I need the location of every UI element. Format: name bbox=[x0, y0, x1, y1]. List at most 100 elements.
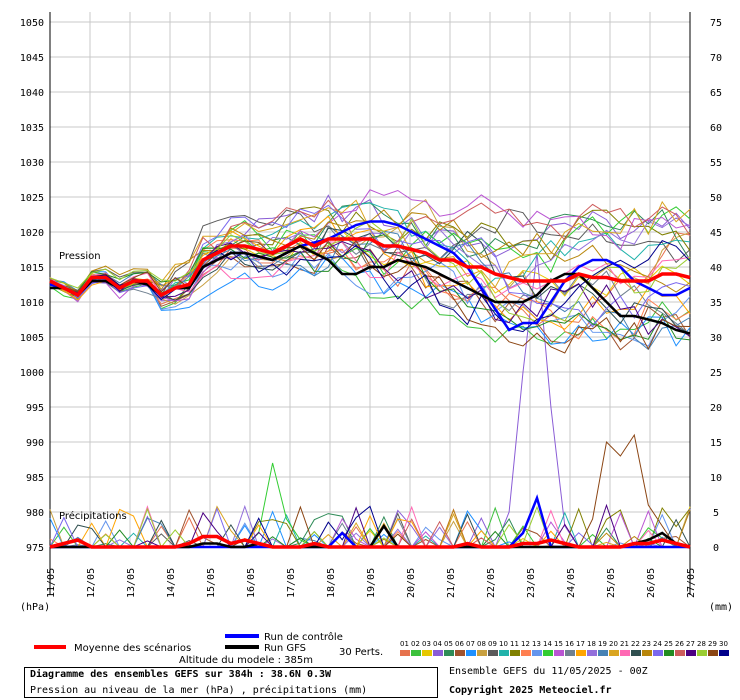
members-label: 30 Perts. bbox=[339, 647, 383, 658]
member-legend-swatch bbox=[686, 650, 696, 656]
member-legend-id: 07 bbox=[466, 640, 475, 648]
member-legend-id: 27 bbox=[686, 640, 695, 648]
left-axis: 1050 1045 1040 1035 1030 1025 1020 1015 1010 1005… bbox=[20, 18, 44, 554]
member-legend-id: 29 bbox=[708, 640, 717, 648]
right-tick-label: 55 bbox=[710, 158, 722, 169]
right-tick-label: 75 bbox=[710, 18, 722, 29]
member-legend-swatch bbox=[510, 650, 520, 656]
copyright: Copyright 2025 Meteociel.fr bbox=[449, 685, 612, 696]
right-tick-label: 5 bbox=[713, 508, 719, 519]
member-legend-id: 04 bbox=[433, 640, 442, 648]
x-tick-label: 18/05 bbox=[326, 568, 337, 598]
member-legend: 01 02 03 04 05 06 07 08 09 10 11 12 13 14 15 16 17 18 19 20… bbox=[400, 640, 729, 656]
member-legend-id: 25 bbox=[664, 640, 673, 648]
member-legend-swatch bbox=[631, 650, 641, 656]
x-tick-label: 14/05 bbox=[166, 568, 177, 598]
right-tick-label: 60 bbox=[710, 123, 722, 134]
right-tick-label: 25 bbox=[710, 368, 722, 379]
member-legend-id: 28 bbox=[697, 640, 706, 648]
member-legend-swatch bbox=[444, 650, 454, 656]
left-axis-unit: (hPa) bbox=[20, 602, 50, 613]
member-pressure-line bbox=[49, 241, 691, 299]
left-tick-label: 1005 bbox=[20, 333, 44, 344]
member-legend-swatch bbox=[576, 650, 586, 656]
member-legend-swatch bbox=[708, 650, 718, 656]
footer-box bbox=[24, 667, 438, 698]
x-tick-label: 13/05 bbox=[126, 568, 137, 598]
left-tick-label: 975 bbox=[26, 543, 44, 554]
member-pressure-line bbox=[49, 230, 691, 351]
member-legend-id: 30 bbox=[719, 640, 728, 648]
member-legend-id: 09 bbox=[488, 640, 497, 648]
right-tick-label: 40 bbox=[710, 263, 722, 274]
member-legend-swatch bbox=[675, 650, 685, 656]
member-legend-id: 23 bbox=[642, 640, 651, 648]
left-tick-label: 1010 bbox=[20, 298, 44, 309]
right-tick-label: 30 bbox=[710, 333, 722, 344]
member-legend-id: 18 bbox=[587, 640, 596, 648]
legend-mean-label: Moyenne des scénarios bbox=[74, 642, 191, 654]
left-tick-label: 1000 bbox=[20, 368, 44, 379]
x-tick-label: 21/05 bbox=[446, 568, 457, 598]
x-tick-label: 23/05 bbox=[526, 568, 537, 598]
chart-subtitle: Pression au niveau de la mer (hPa) , pré… bbox=[30, 685, 368, 696]
member-legend-swatch bbox=[554, 650, 564, 656]
member-legend-id: 03 bbox=[422, 640, 431, 648]
x-tick-label: 24/05 bbox=[566, 568, 577, 598]
altitude-label: Altitude du modele : 385m bbox=[179, 655, 313, 666]
member-legend-id: 02 bbox=[411, 640, 420, 648]
x-tick-label: 16/05 bbox=[246, 568, 257, 598]
left-tick-label: 1040 bbox=[20, 88, 44, 99]
precip-lines bbox=[49, 494, 691, 549]
member-legend-swatch bbox=[488, 650, 498, 656]
left-tick-label: 990 bbox=[26, 438, 44, 449]
member-legend-swatch bbox=[499, 650, 509, 656]
member-legend-swatch bbox=[565, 650, 575, 656]
x-tick-label: 22/05 bbox=[486, 568, 497, 598]
member-legend-id: 20 bbox=[609, 640, 618, 648]
member-pressure-line bbox=[49, 239, 691, 333]
x-tick-label: 17/05 bbox=[286, 568, 297, 598]
right-tick-label: 50 bbox=[710, 193, 722, 204]
member-legend-id: 22 bbox=[631, 640, 640, 648]
x-tick-label: 27/05 bbox=[686, 568, 697, 598]
right-tick-label: 15 bbox=[710, 438, 722, 449]
member-legend-id: 11 bbox=[510, 640, 519, 648]
member-legend-swatch bbox=[433, 650, 443, 656]
member-legend-swatch bbox=[532, 650, 542, 656]
member-legend-id: 16 bbox=[565, 640, 574, 648]
member-legend-swatch bbox=[653, 650, 663, 656]
member-legend-id: 12 bbox=[521, 640, 530, 648]
member-legend-swatch bbox=[477, 650, 487, 656]
left-tick-label: 985 bbox=[26, 473, 44, 484]
member-legend-id: 21 bbox=[620, 640, 629, 648]
x-tick-label: 12/05 bbox=[86, 568, 97, 598]
member-legend-id: 17 bbox=[576, 640, 585, 648]
left-tick-label: 1035 bbox=[20, 123, 44, 134]
member-legend-id: 14 bbox=[543, 640, 552, 648]
right-tick-label: 45 bbox=[710, 228, 722, 239]
chart-title: Diagramme des ensembles GEFS sur 384h : … bbox=[30, 669, 332, 680]
member-legend-swatch bbox=[521, 650, 531, 656]
member-legend-swatch bbox=[587, 650, 597, 656]
right-tick-label: 65 bbox=[710, 88, 722, 99]
member-legend-swatch bbox=[455, 650, 465, 656]
pressure-lines bbox=[49, 220, 691, 335]
right-tick-label: 70 bbox=[710, 53, 722, 64]
right-tick-label: 35 bbox=[710, 298, 722, 309]
member-legend-swatch bbox=[697, 650, 707, 656]
x-tick-label: 15/05 bbox=[206, 568, 217, 598]
member-legend-id: 10 bbox=[499, 640, 508, 648]
right-axis-unit: (mm) bbox=[709, 602, 733, 613]
left-tick-label: 1050 bbox=[20, 18, 44, 29]
left-tick-label: 1025 bbox=[20, 193, 44, 204]
ensemble-run-label: Ensemble GEFS du 11/05/2025 - 00Z bbox=[449, 666, 648, 677]
right-tick-label: 20 bbox=[710, 403, 722, 414]
member-legend-id: 06 bbox=[455, 640, 464, 648]
member-legend-id: 08 bbox=[477, 640, 486, 648]
member-legend-swatch bbox=[466, 650, 476, 656]
member-legend-swatch bbox=[411, 650, 421, 656]
member-legend-swatch bbox=[400, 650, 410, 656]
right-tick-label: 0 bbox=[713, 543, 719, 554]
